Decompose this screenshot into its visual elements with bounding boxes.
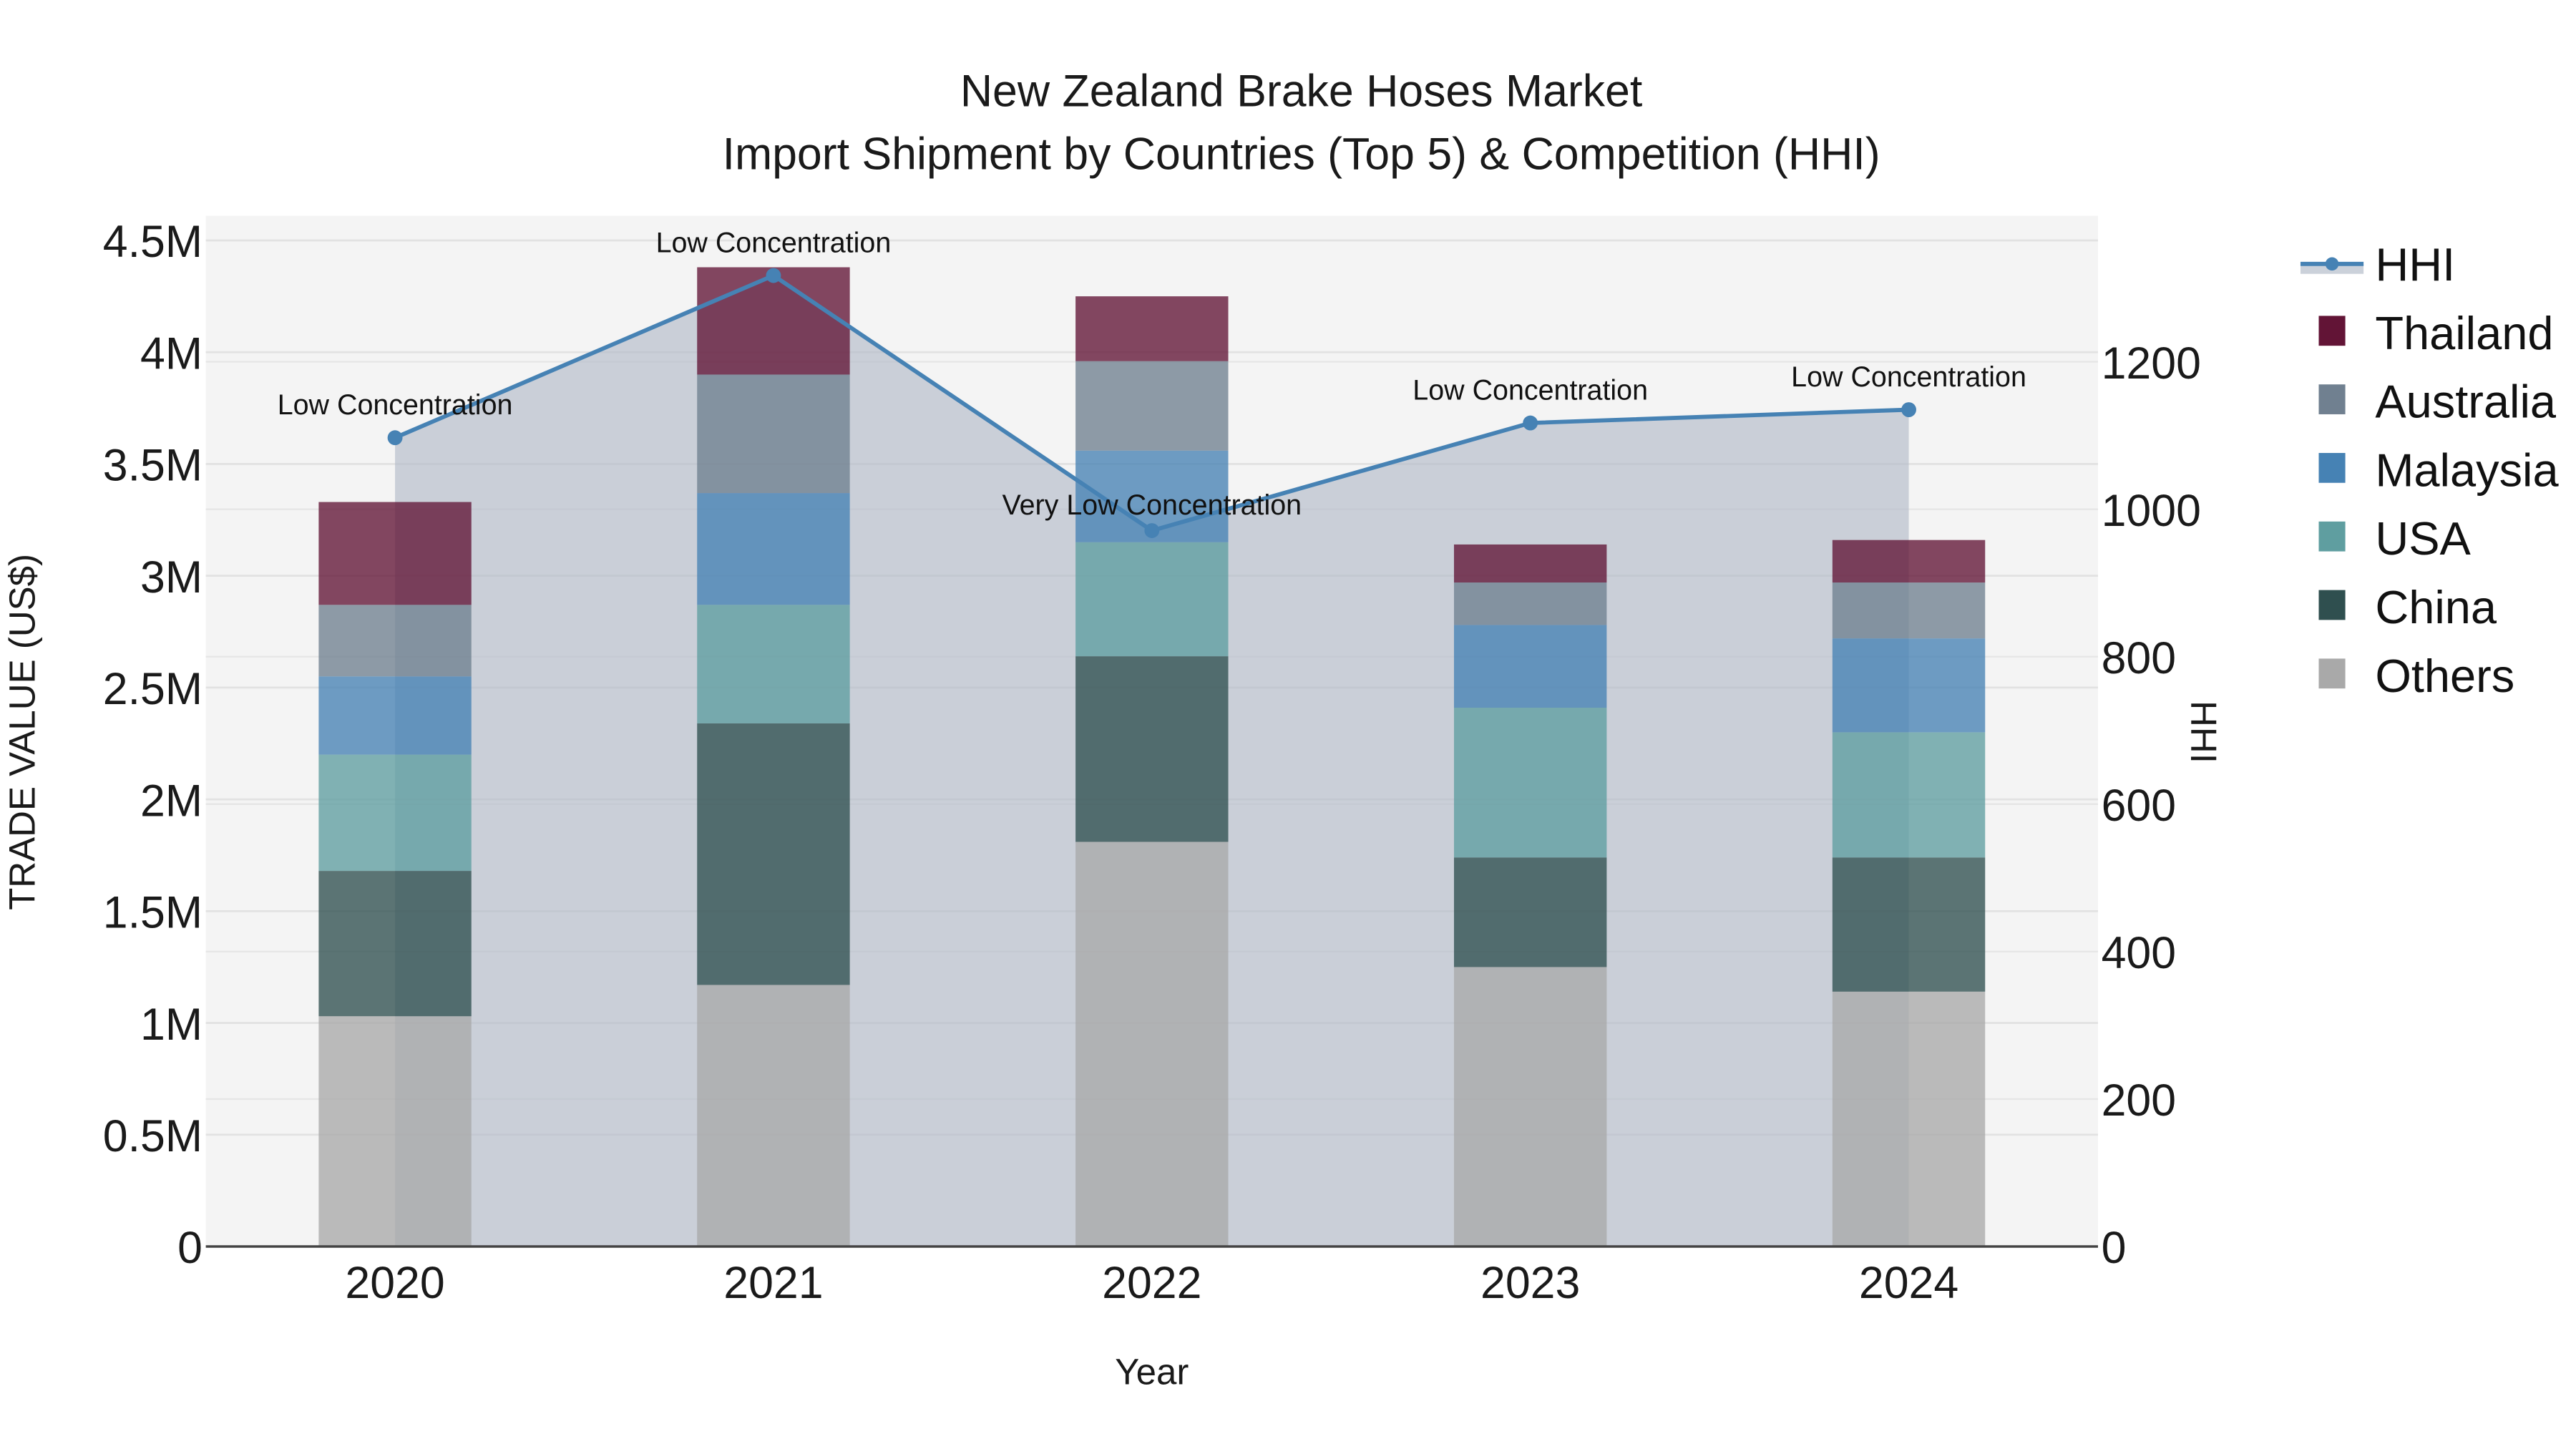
bar-segment-china (1832, 857, 1986, 992)
x-tick-label: 2022 (1102, 1258, 1201, 1308)
legend-label: Thailand (2375, 307, 2553, 359)
legend-label: Australia (2375, 376, 2557, 428)
bar-segment-usa (1832, 732, 1986, 858)
bar-segment-china (1075, 656, 1229, 842)
legend-item-hhi[interactable]: HHI (2300, 238, 2455, 291)
legend-swatch-icon (2318, 453, 2346, 483)
legend-item-australia[interactable]: Australia (2318, 376, 2557, 428)
legend-item-china[interactable]: China (2318, 581, 2497, 633)
hhi-marker (1901, 402, 1916, 417)
legend: HHI Thailand Australia Malaysia USA China Othe… (2300, 238, 2559, 702)
bar-segment-thailand (318, 502, 472, 605)
chart-title-line2: Import Shipment by Countries (Top 5) & C… (723, 130, 1880, 180)
bar-segment-china (1453, 857, 1607, 967)
y-left-tick-label: 0 (177, 1223, 203, 1273)
hhi-annotation: Low Concentration (656, 228, 892, 259)
hhi-annotations: Low Concentration Low Concentration Very L… (278, 228, 2026, 522)
legend-item-usa[interactable]: USA (2318, 512, 2472, 565)
legend-item-others[interactable]: Others (2318, 650, 2514, 702)
legend-label: Malaysia (2375, 444, 2559, 496)
legend-swatch-icon (2318, 658, 2346, 689)
hhi-marker (1523, 415, 1538, 431)
bar-segment-australia (697, 374, 850, 494)
bar-segment-usa (318, 754, 472, 872)
bar-segment-china (318, 871, 472, 1017)
hhi-annotation: Low Concentration (1791, 361, 2026, 393)
hhi-annotation: Very Low Concentration (1002, 489, 1302, 521)
legend-swatch-icon (2318, 521, 2346, 552)
legend-swatch-icon (2318, 316, 2346, 346)
hhi-annotation: Low Concentration (1413, 375, 1648, 406)
bar-segment-china (697, 723, 850, 985)
y-right-tick-label: 400 (2102, 928, 2176, 978)
hhi-marker (766, 268, 781, 283)
y-left-tick-label: 1M (140, 1000, 203, 1050)
hhi-legend-marker-icon (2325, 257, 2339, 271)
y-right-tick-label: 1000 (2102, 486, 2201, 536)
bar-segment-australia (318, 605, 472, 677)
y-left-tick-label: 2M (140, 776, 203, 826)
bar-segment-australia (1832, 582, 1986, 639)
legend-label: HHI (2375, 238, 2455, 291)
y-right-tick-label: 600 (2102, 781, 2176, 831)
y-left-tick-label: 1.5M (103, 888, 203, 938)
legend-item-malaysia[interactable]: Malaysia (2318, 444, 2559, 496)
bar-segment-australia (1453, 582, 1607, 625)
y-left-tick-label: 0.5M (103, 1111, 203, 1161)
y-right-axis-title: HHI (2183, 701, 2224, 763)
bar-segment-thailand (697, 267, 850, 375)
bar-segment-others (318, 1016, 472, 1247)
y-right-tick-label: 200 (2102, 1075, 2176, 1126)
y-left-axis-title: TRADE VALUE (US$) (2, 554, 43, 910)
legend-label: China (2375, 581, 2497, 633)
bar-segment-others (697, 985, 850, 1247)
stacked-bars (318, 267, 1986, 1247)
bar-segment-usa (1075, 542, 1229, 657)
bar-segment-thailand (1453, 544, 1607, 583)
x-ticks: 2020 2021 2022 2023 2024 (345, 1258, 1958, 1308)
hhi-marker (387, 430, 403, 446)
bar-segment-australia (1075, 361, 1229, 451)
y-left-tick-label: 4.5M (103, 217, 203, 267)
bar-segment-usa (1453, 708, 1607, 858)
bar-segment-malaysia (318, 676, 472, 755)
y-right-ticks: 0 200 400 600 800 1000 1200 (2102, 338, 2201, 1273)
bar-segment-others (1832, 991, 1986, 1247)
legend-label: Others (2375, 650, 2514, 702)
x-tick-label: 2024 (1859, 1258, 1958, 1308)
hhi-annotation: Low Concentration (278, 389, 513, 421)
bar-segment-thailand (1832, 540, 1986, 583)
y-left-ticks: 0 0.5M 1M 1.5M 2M 2.5M 3M 3.5M 4M 4.5M (103, 217, 203, 1273)
y-right-tick-label: 800 (2102, 633, 2176, 683)
bar-segment-malaysia (697, 493, 850, 605)
y-left-tick-label: 3M (140, 552, 203, 602)
bar-segment-malaysia (1832, 638, 1986, 733)
y-left-tick-label: 3.5M (103, 441, 203, 491)
bar-segment-others (1453, 967, 1607, 1247)
bar-segment-thailand (1075, 296, 1229, 361)
bar-segment-malaysia (1453, 625, 1607, 708)
y-left-tick-label: 4M (140, 328, 203, 379)
chart-title-line1: New Zealand Brake Hoses Market (960, 66, 1642, 116)
y-right-tick-label: 1200 (2102, 338, 2201, 389)
legend-swatch-icon (2318, 384, 2346, 414)
hhi-marker (1144, 523, 1160, 538)
x-axis-title: Year (1115, 1352, 1189, 1392)
bar-segment-usa (697, 605, 850, 723)
x-tick-label: 2020 (345, 1258, 444, 1308)
legend-swatch-icon (2318, 590, 2346, 620)
legend-label: USA (2375, 512, 2471, 565)
x-tick-label: 2023 (1480, 1258, 1580, 1308)
bar-segment-others (1075, 841, 1229, 1247)
y-right-tick-label: 0 (2102, 1223, 2127, 1273)
hhi-line (387, 268, 1916, 538)
x-tick-label: 2021 (723, 1258, 823, 1308)
legend-item-thailand[interactable]: Thailand (2318, 307, 2553, 359)
y-left-tick-label: 2.5M (103, 664, 203, 714)
